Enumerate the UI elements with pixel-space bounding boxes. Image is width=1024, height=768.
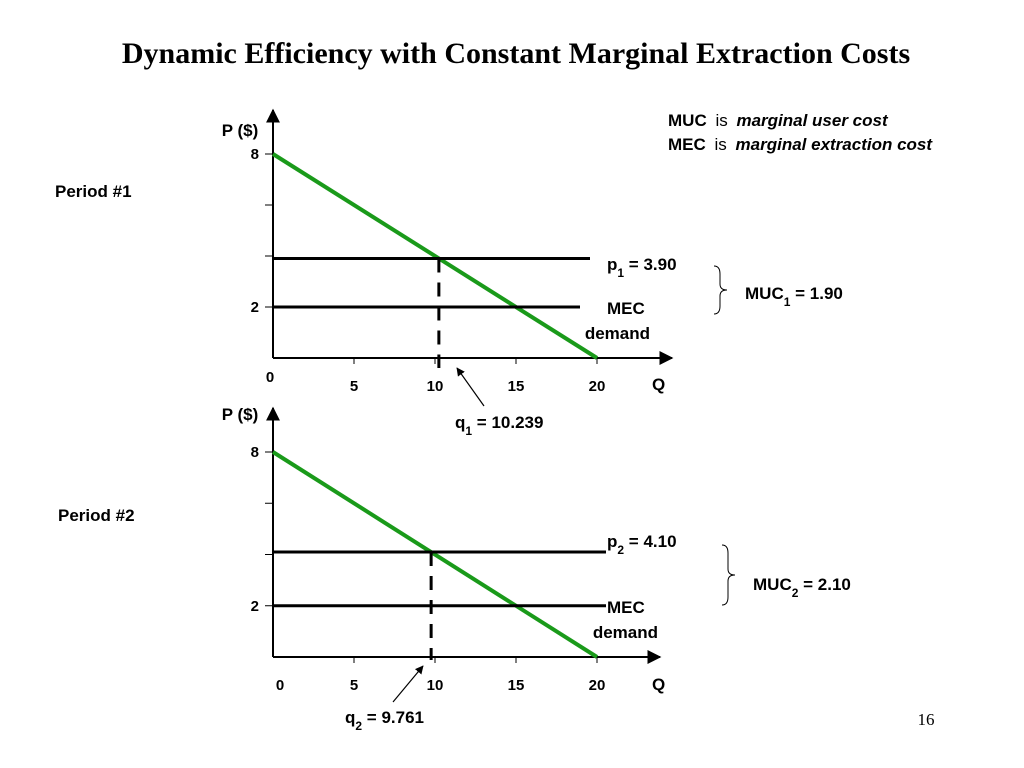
period-2-mec-label: MEC <box>607 598 645 617</box>
period-1-y-tick-label-8: 8 <box>251 146 259 163</box>
period-2-price-label-value: = 4.10 <box>624 532 676 551</box>
period-1-quantity-label-sub: 1 <box>465 424 472 438</box>
period-2-y-tick-label-2: 2 <box>251 598 259 615</box>
definition-muc: MUC is marginal user cost <box>668 111 889 130</box>
period-2-quantity-label-sub: 2 <box>355 719 362 733</box>
period-2-price-label: p2 = 4.10 <box>607 532 677 557</box>
period-1-muc-label: MUC1 = 1.90 <box>745 284 843 309</box>
period-2-demand-line <box>271 450 599 659</box>
period-1-y-tick-label-2: 2 <box>251 299 259 316</box>
period-2-demand-label: demand <box>593 623 658 642</box>
period-2-quantity-arrow <box>392 665 424 703</box>
period-2-quantity-label: q2 = 9.761 <box>345 708 424 733</box>
period-2-muc-label-value: = 2.10 <box>798 575 850 594</box>
period-1-muc-label-main: MUC <box>745 284 784 303</box>
period-2-price-label-sub: 2 <box>617 543 624 557</box>
period-1-price-label-value: = 3.90 <box>624 255 676 274</box>
period-1-quantity-label-value: = 10.239 <box>472 413 543 432</box>
period-1-origin-label: 0 <box>266 369 274 386</box>
period-1-label: Period #1 <box>55 182 132 201</box>
period-1-x-tick-label-5: 5 <box>350 378 358 395</box>
period-1-y-axis-label: P ($) <box>222 121 259 140</box>
period-2-x-tick-label-15: 15 <box>508 677 525 694</box>
period-1-mec-label: MEC <box>607 299 645 318</box>
period-2-muc-brace <box>721 544 736 606</box>
period-1-price-label-sub: 1 <box>617 266 624 280</box>
period-1-quantity-label-main: q <box>455 413 465 432</box>
period-1-x-axis-label: Q <box>652 375 665 394</box>
definition-muc-meaning: marginal user cost <box>736 111 889 130</box>
definition-mec-abbr: MEC <box>668 135 706 154</box>
period-2-y-axis-label: P ($) <box>222 405 259 424</box>
period-1-price-label-main: p <box>607 255 617 274</box>
period-2-x-tick-label-20: 20 <box>589 677 606 694</box>
period-2-muc-label-sub: 2 <box>792 586 799 600</box>
page-number: 16 <box>918 710 935 729</box>
period-1-muc-brace <box>713 265 728 315</box>
period-1-demand-line <box>271 152 599 360</box>
period-2-price-label-main: p <box>607 532 617 551</box>
period-1-x-tick-label-10: 10 <box>427 378 444 395</box>
period-1-muc-label-sub: 1 <box>784 295 791 309</box>
period-1-quantity-label: q1 = 10.239 <box>455 413 543 438</box>
period-2-x-axis-label: Q <box>652 675 665 694</box>
period-2-muc-label-main: MUC <box>753 575 792 594</box>
period-2-quantity-label-value: = 9.761 <box>362 708 424 727</box>
period-2-origin-label: 0 <box>276 677 284 694</box>
period-1-x-tick-label-15: 15 <box>508 378 525 395</box>
period-1-price-label: p1 = 3.90 <box>607 255 677 280</box>
period-2-label: Period #2 <box>58 506 135 525</box>
definition-mec-is: is <box>715 135 727 154</box>
period-1-demand-label: demand <box>585 324 650 343</box>
definition-muc-abbr: MUC <box>668 111 707 130</box>
period-2-x-tick-label-5: 5 <box>350 677 358 694</box>
period-1-muc-label-value: = 1.90 <box>790 284 842 303</box>
period-1-x-tick-label-20: 20 <box>589 378 606 395</box>
period-2-y-tick-label-8: 8 <box>251 444 259 461</box>
definition-mec-meaning: marginal extraction cost <box>736 135 934 154</box>
period-1-quantity-arrow <box>456 367 485 407</box>
period-2-muc-label: MUC2 = 2.10 <box>753 575 851 600</box>
period-2-x-tick-label-10: 10 <box>427 677 444 694</box>
slide-title: Dynamic Efficiency with Constant Margina… <box>122 37 910 70</box>
definitions: MUC is marginal user cost MEC is margina… <box>668 111 933 154</box>
definition-muc-is: is <box>715 111 727 130</box>
period-2-quantity-label-main: q <box>345 708 355 727</box>
definition-mec: MEC is marginal extraction cost <box>668 135 933 154</box>
